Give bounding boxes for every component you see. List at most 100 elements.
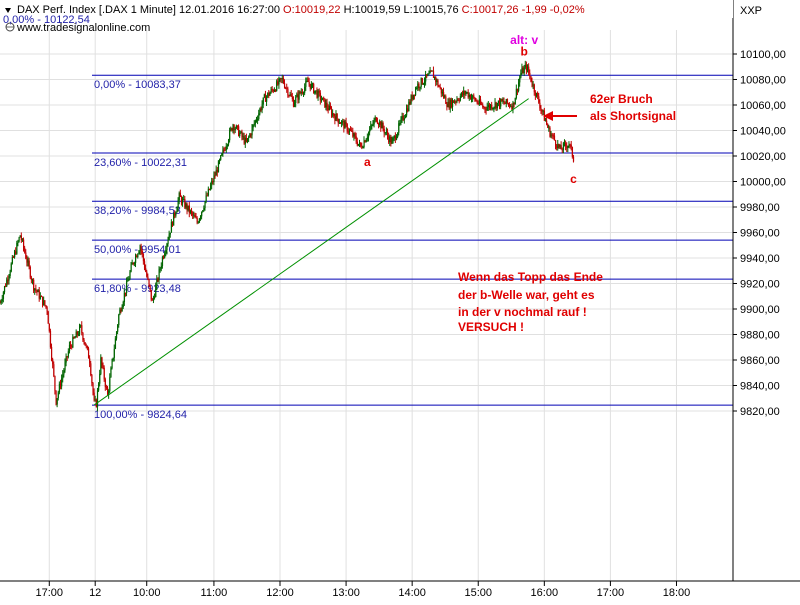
candle-body[interactable] xyxy=(87,348,90,359)
candle-body[interactable] xyxy=(278,78,280,85)
candle-body[interactable] xyxy=(354,133,356,137)
candle-body[interactable] xyxy=(304,86,306,93)
candle-body[interactable] xyxy=(482,104,484,108)
candle-body[interactable] xyxy=(47,311,49,324)
candle-body[interactable] xyxy=(262,97,264,105)
candle-body[interactable] xyxy=(65,356,67,363)
candle-body[interactable] xyxy=(245,137,248,142)
candle-body[interactable] xyxy=(478,99,481,104)
candle-body[interactable] xyxy=(404,115,407,119)
candle-body[interactable] xyxy=(196,218,198,223)
candle-body[interactable] xyxy=(238,126,240,136)
candle-body[interactable] xyxy=(114,338,117,349)
candle-body[interactable] xyxy=(335,113,337,121)
candle-body[interactable] xyxy=(453,100,455,103)
candle-body[interactable] xyxy=(324,98,326,108)
candle-body[interactable] xyxy=(220,155,222,160)
candle-body[interactable] xyxy=(421,78,423,85)
candle-body[interactable] xyxy=(337,118,339,124)
candle-body[interactable] xyxy=(549,127,551,137)
candle-body[interactable] xyxy=(448,101,450,109)
candle-body[interactable] xyxy=(28,260,30,267)
candle-body[interactable] xyxy=(407,108,409,111)
candle-body[interactable] xyxy=(139,246,141,252)
candle-body[interactable] xyxy=(329,105,332,109)
candle-body[interactable] xyxy=(380,121,382,129)
candle-body[interactable] xyxy=(307,80,309,82)
candle-body[interactable] xyxy=(342,121,344,123)
candle-body[interactable] xyxy=(550,134,552,137)
candle-body[interactable] xyxy=(494,102,496,108)
candle-body[interactable] xyxy=(203,208,205,211)
candle-body[interactable] xyxy=(393,135,395,138)
candle-body[interactable] xyxy=(463,90,465,96)
candle-body[interactable] xyxy=(74,337,76,339)
candle-body[interactable] xyxy=(173,212,175,226)
candle-body[interactable] xyxy=(566,146,568,149)
candle-body[interactable] xyxy=(552,135,554,137)
candle-body[interactable] xyxy=(428,73,430,75)
candle-body[interactable] xyxy=(177,200,179,209)
candle-body[interactable] xyxy=(19,235,21,238)
candle-body[interactable] xyxy=(98,383,100,391)
candle-body[interactable] xyxy=(369,129,371,133)
candle-body[interactable] xyxy=(460,92,463,97)
candle-body[interactable] xyxy=(235,125,238,129)
candle-body[interactable] xyxy=(455,101,457,103)
candle-body[interactable] xyxy=(558,143,560,148)
candle-body[interactable] xyxy=(119,309,121,315)
candle-body[interactable] xyxy=(299,91,301,94)
candle-body[interactable] xyxy=(507,103,510,105)
candle-body[interactable] xyxy=(188,205,190,213)
candle-body[interactable] xyxy=(395,136,398,140)
candle-body[interactable] xyxy=(17,241,19,243)
candle-body[interactable] xyxy=(70,345,72,347)
candle-body[interactable] xyxy=(376,121,379,124)
candle-body[interactable] xyxy=(96,390,99,408)
candle-body[interactable] xyxy=(101,357,103,366)
candle-body[interactable] xyxy=(531,81,533,86)
candle-body[interactable] xyxy=(234,128,236,131)
candle-body[interactable] xyxy=(443,91,445,98)
candle-body[interactable] xyxy=(212,181,214,183)
candle-body[interactable] xyxy=(309,83,311,89)
candle-body[interactable] xyxy=(287,88,289,96)
candle-body[interactable] xyxy=(537,92,539,97)
candle-body[interactable] xyxy=(58,383,61,393)
candle-body[interactable] xyxy=(156,278,158,286)
candle-body[interactable] xyxy=(427,73,429,76)
candle-body[interactable] xyxy=(343,121,345,129)
candle-body[interactable] xyxy=(222,149,224,154)
candle-body[interactable] xyxy=(415,88,417,96)
candle-body[interactable] xyxy=(332,113,334,116)
candle-body[interactable] xyxy=(379,121,381,125)
candle-body[interactable] xyxy=(565,143,567,147)
candle-body[interactable] xyxy=(422,83,425,85)
candle-body[interactable] xyxy=(315,90,317,92)
candle-body[interactable] xyxy=(344,121,346,129)
candle-body[interactable] xyxy=(154,297,156,299)
candle-body[interactable] xyxy=(314,90,316,94)
candle-body[interactable] xyxy=(325,102,327,108)
candle-body[interactable] xyxy=(521,67,523,74)
candle-body[interactable] xyxy=(464,90,466,95)
candle-body[interactable] xyxy=(272,89,274,92)
candle-body[interactable] xyxy=(252,124,254,128)
candle-body[interactable] xyxy=(63,370,65,375)
candle-body[interactable] xyxy=(551,134,553,136)
candle-body[interactable] xyxy=(561,149,563,151)
candle-body[interactable] xyxy=(388,136,390,143)
candle-body[interactable] xyxy=(159,268,161,270)
candle-body[interactable] xyxy=(25,252,27,259)
candle-body[interactable] xyxy=(37,290,39,293)
candle-body[interactable] xyxy=(469,94,472,100)
candle-body[interactable] xyxy=(0,302,1,304)
candle-body[interactable] xyxy=(99,373,101,384)
candle-body[interactable] xyxy=(257,118,259,121)
candle-body[interactable] xyxy=(311,83,314,85)
candle-body[interactable] xyxy=(568,144,570,146)
candle-body[interactable] xyxy=(267,92,269,97)
candle-body[interactable] xyxy=(100,357,102,374)
candle-body[interactable] xyxy=(232,125,234,131)
candle-body[interactable] xyxy=(360,142,362,147)
